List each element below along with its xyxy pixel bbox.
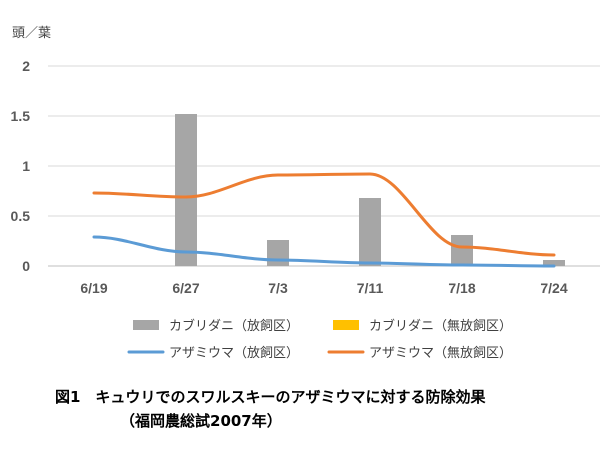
legend-entry: アザミウマ（無放飼区）: [327, 346, 512, 361]
bar: [451, 235, 473, 266]
legend-entry: カブリダニ（放飼区）: [133, 318, 299, 334]
figure-caption-line2: （福岡農総試2007年）: [120, 412, 282, 430]
x-axis-ticks: 6/19 6/27 7/3 7/11 7/18 7/24: [80, 280, 567, 296]
legend-swatch: [133, 320, 159, 330]
y-axis-ticks: 0 0.5 1 1.5 2: [11, 58, 31, 274]
legend: カブリダニ（放飼区） カブリダニ（無放飼区） アザミウマ（放飼区） アザミウマ（無放飼…: [127, 318, 512, 361]
y-tick-label: 1: [22, 158, 30, 174]
legend-label: カブリダニ（無放飼区）: [369, 318, 512, 334]
line-series: [92, 172, 556, 268]
legend-entry: アザミウマ（放飼区）: [127, 346, 299, 361]
figure-caption-line1: 図1 キュウリでのスワルスキーのアザミウマに対する防除効果: [55, 388, 486, 406]
legend-swatch: [333, 320, 359, 330]
x-tick-label: 6/19: [80, 280, 107, 296]
legend-entry: カブリダニ（無放飼区）: [333, 318, 512, 334]
legend-label: アザミウマ（無放飼区）: [369, 346, 512, 361]
legend-label: アザミウマ（放飼区）: [169, 346, 299, 361]
x-tick-label: 7/18: [448, 280, 475, 296]
chart: 頭／葉 0 0.5 1 1.5 2 6/19 6/27 7/3 7/11 7/18 7/24 カブ…: [11, 26, 600, 361]
gridlines: [48, 65, 600, 267]
y-tick-label: 1.5: [11, 108, 31, 124]
bar: [175, 114, 197, 266]
bar: [267, 240, 289, 266]
x-tick-label: 7/11: [357, 280, 384, 296]
y-tick-label: 0.5: [11, 208, 31, 224]
x-tick-label: 7/24: [540, 280, 567, 296]
x-tick-label: 7/3: [268, 280, 288, 296]
x-tick-label: 6/27: [172, 280, 199, 296]
y-unit-label: 頭／葉: [12, 26, 51, 41]
series-line: [92, 235, 556, 268]
series-line: [92, 172, 556, 257]
bar: [359, 198, 381, 266]
y-tick-label: 2: [22, 58, 30, 74]
bar: [543, 260, 565, 266]
y-tick-label: 0: [22, 258, 30, 274]
legend-label: カブリダニ（放飼区）: [169, 318, 299, 334]
bar-series: [175, 114, 565, 266]
